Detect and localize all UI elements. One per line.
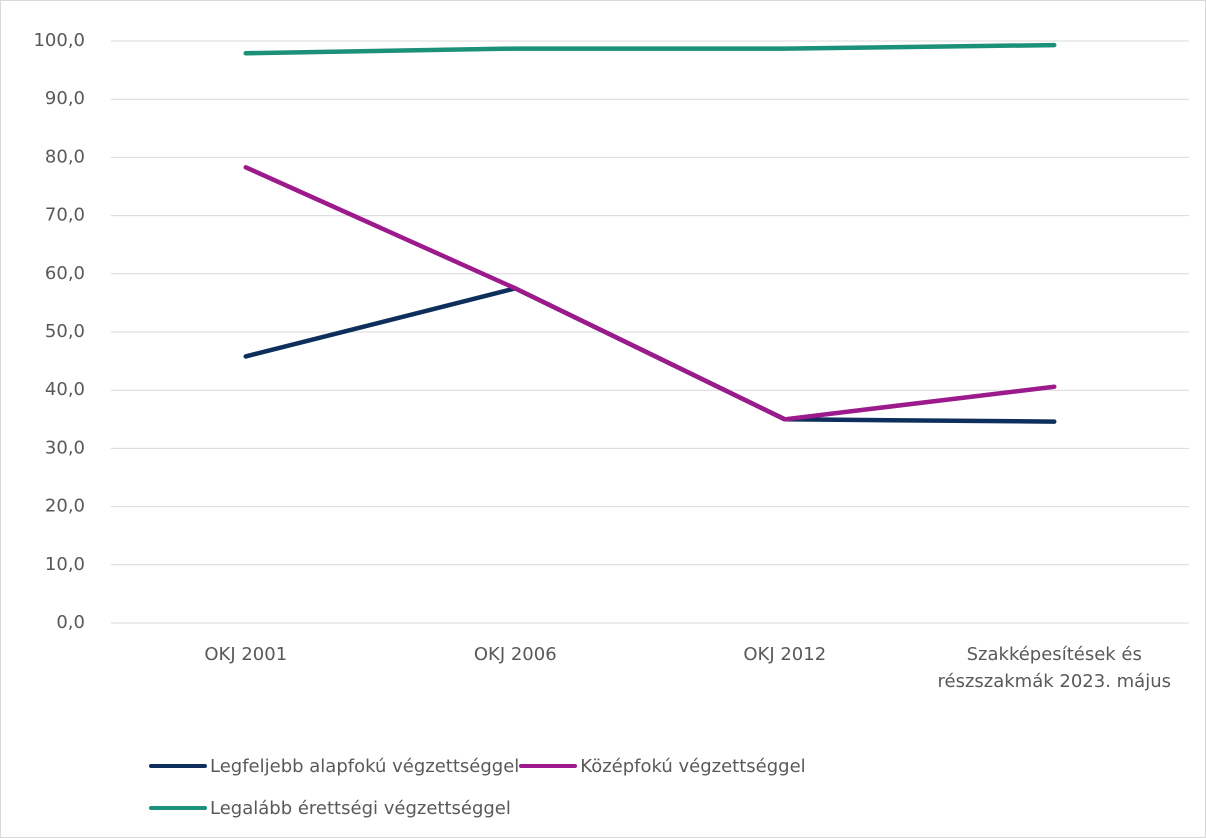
y-tick-label: 80,0 [45,146,85,167]
legend-swatch [519,764,578,768]
legend-label: Legfeljebb alapfokú végzettséggel [210,755,520,777]
legend-swatch [149,764,207,768]
x-tick-label: OKJ 2001 [204,644,288,665]
x-tick-label: OKJ 2006 [473,644,557,665]
legend-label: Középfokú végzettséggel [580,755,806,777]
y-tick-label: 100,0 [33,30,85,51]
legend: Legfeljebb alapfokú végzettséggel Középfo… [149,751,1009,823]
y-tick-label: 60,0 [45,263,85,284]
y-tick-label: 70,0 [45,205,85,226]
y-tick-label: 20,0 [45,496,85,517]
legend-label: Legalább érettségi végzettséggel [210,797,511,819]
legend-entry: Legalább érettségi végzettséggel [149,793,511,823]
y-tick-label: 0,0 [56,612,85,633]
legend-entry: Legfeljebb alapfokú végzettséggel [149,751,519,781]
y-tick-label: 30,0 [45,437,85,458]
y-tick-label: 40,0 [45,379,85,400]
y-tick-label: 50,0 [45,321,85,342]
legend-entry: Középfokú végzettséggel [519,751,806,781]
y-tick-label: 10,0 [45,554,85,575]
y-tick-label: 90,0 [45,88,85,109]
series-line [243,165,1057,422]
x-tick-label: OKJ 2012 [743,644,827,665]
legend-swatch [149,806,207,810]
series-line [243,42,1057,56]
x-tick-label: Szakképesítések és részszakmák 2023. máj… [937,644,1172,692]
